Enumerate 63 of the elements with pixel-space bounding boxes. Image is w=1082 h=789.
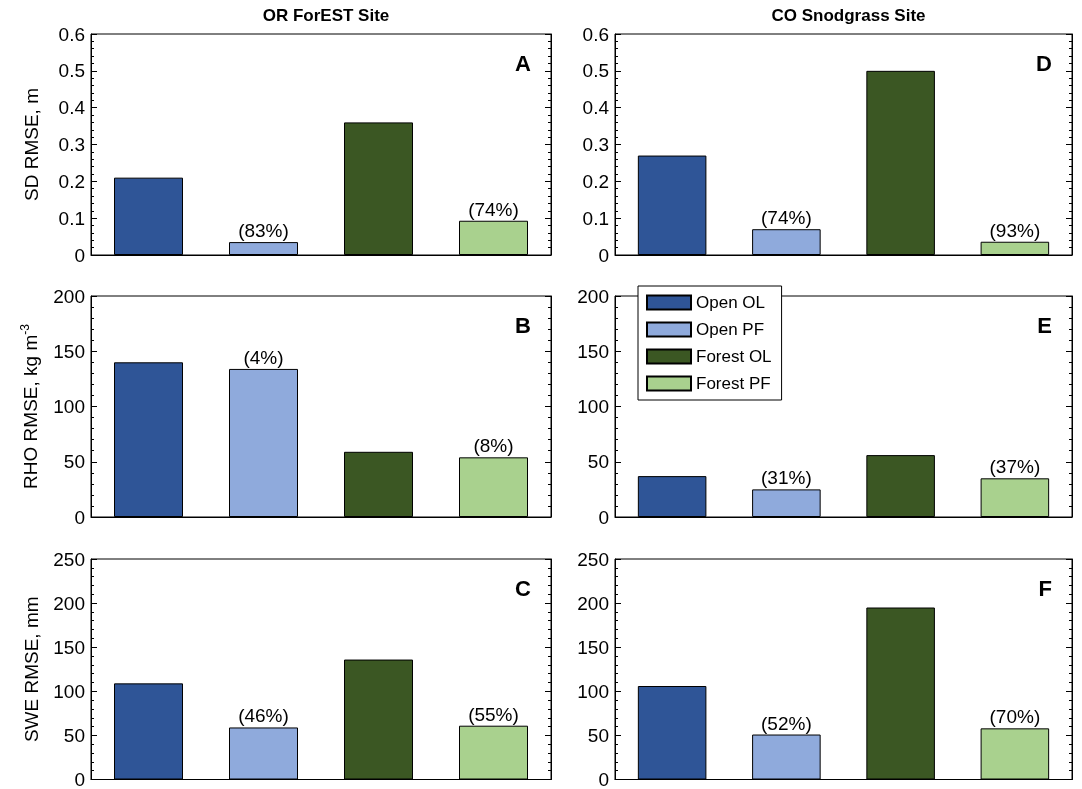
y-tick-label: 0.3 (58, 134, 85, 155)
legend-label: Open PF (696, 320, 765, 339)
y-tick-label: 0.2 (58, 170, 85, 192)
annotation: (46%) (238, 705, 289, 727)
annotation: (31%) (761, 467, 812, 489)
y-tick-label: 0 (598, 769, 609, 789)
y-tick-label: 250 (53, 548, 85, 570)
chart-title: OR ForEST Site (262, 6, 390, 25)
y-tick-label: 200 (53, 592, 85, 614)
y-tick-label: 0.6 (582, 23, 609, 45)
y-tick-label: 0 (74, 244, 85, 266)
y-axis-title: RHO RMSE, kg m-3 (18, 323, 41, 489)
annotation: F (1038, 575, 1053, 601)
annotation: (70%) (989, 706, 1041, 728)
y-tick-label: 200 (53, 285, 85, 307)
y-tick-label: 50 (63, 451, 85, 473)
annotation: (4%) (243, 346, 284, 368)
y-tick-label: 50 (587, 451, 609, 473)
annotation: (83%) (238, 220, 289, 242)
y-tick-label: 0.1 (582, 207, 609, 229)
annotation: A (515, 50, 532, 76)
y-tick-label: 0.6 (58, 23, 85, 45)
y-tick-label: 100 (53, 396, 85, 417)
annotation: B (515, 312, 531, 338)
annotation: E (1037, 312, 1053, 338)
y-tick-label: 0.5 (58, 60, 85, 82)
y-tick-label: 0 (598, 506, 609, 528)
y-tick-label: 100 (577, 680, 609, 702)
y-tick-label: 0.4 (582, 97, 610, 119)
annotation: C (515, 575, 532, 601)
y-tick-label: 250 (577, 548, 609, 570)
annotation: (37%) (989, 456, 1041, 478)
legend-label: Open OL (696, 293, 765, 312)
annotation: (93%) (989, 219, 1041, 241)
y-tick-label: 100 (577, 396, 609, 417)
y-tick-label: 100 (53, 680, 85, 702)
y-tick-label: 0 (598, 244, 609, 266)
y-tick-label: 50 (63, 724, 85, 746)
annotation: (55%) (468, 703, 519, 725)
y-tick-label: 200 (577, 285, 609, 307)
annotation: (74%) (761, 207, 812, 229)
y-tick-label: 200 (577, 592, 609, 614)
y-tick-label: 150 (577, 636, 609, 658)
y-tick-label: 0 (74, 506, 85, 528)
legend-label: Forest OL (696, 347, 772, 366)
y-tick-label: 0.3 (582, 134, 609, 155)
y-axis-title: SD RMSE, m (21, 88, 42, 201)
y-tick-label: 0 (74, 769, 85, 789)
y-tick-label: 0.2 (582, 170, 609, 192)
annotation: D (1036, 50, 1052, 76)
y-tick-label: 0.5 (582, 60, 609, 82)
y-tick-label: 150 (53, 636, 85, 658)
y-axis-title: SWE RMSE, mm (21, 596, 42, 743)
y-tick-label: 150 (53, 340, 85, 362)
annotation: (52%) (761, 712, 812, 734)
chart-title: CO Snodgrass Site (771, 6, 926, 25)
y-tick-label: 0.4 (58, 97, 86, 119)
y-tick-label: 150 (577, 340, 609, 362)
legend-label: Forest PF (696, 374, 771, 393)
y-tick-label: 0.1 (58, 207, 85, 229)
y-tick-label: 50 (587, 724, 609, 746)
annotation: (8%) (473, 435, 514, 457)
annotation: (74%) (468, 198, 519, 220)
